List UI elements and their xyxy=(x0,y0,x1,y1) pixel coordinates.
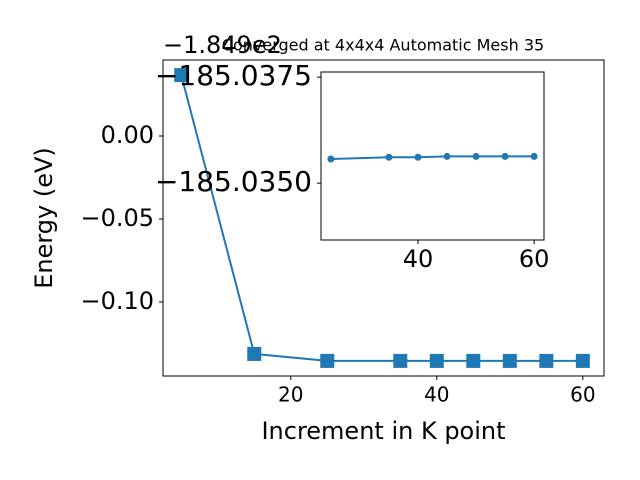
marker xyxy=(443,152,451,160)
x-tick-label: 40 xyxy=(424,383,449,407)
chart-title: Converged at 4x4x4 Automatic Mesh 35 xyxy=(222,36,544,55)
marker xyxy=(472,152,480,160)
marker xyxy=(393,353,408,368)
marker xyxy=(414,153,422,161)
x-tick-label: 60 xyxy=(570,383,595,407)
marker xyxy=(174,68,189,83)
marker xyxy=(429,353,444,368)
y-axis-label: Energy (eV) xyxy=(30,147,58,289)
marker xyxy=(385,153,393,161)
y-tick-label: −0.05 xyxy=(80,204,154,232)
marker xyxy=(501,152,509,160)
x-tick-label: 40 xyxy=(403,245,434,273)
y-offset-label: −1.849e2 xyxy=(163,31,282,59)
marker xyxy=(530,152,538,160)
y-tick-label: 0.00 xyxy=(101,121,154,149)
marker xyxy=(575,353,590,368)
marker xyxy=(502,353,517,368)
marker xyxy=(327,155,335,163)
y-tick-label: −0.10 xyxy=(80,287,154,315)
x-tick-label: 60 xyxy=(519,245,550,273)
marker xyxy=(247,346,262,361)
marker xyxy=(539,353,554,368)
x-tick-label: 20 xyxy=(278,383,303,407)
marker xyxy=(466,353,481,368)
y-tick-label: −185.0375 xyxy=(155,59,312,92)
x-axis-label: Increment in K point xyxy=(261,417,505,445)
y-tick-label: −185.0350 xyxy=(155,165,312,198)
marker xyxy=(320,353,335,368)
